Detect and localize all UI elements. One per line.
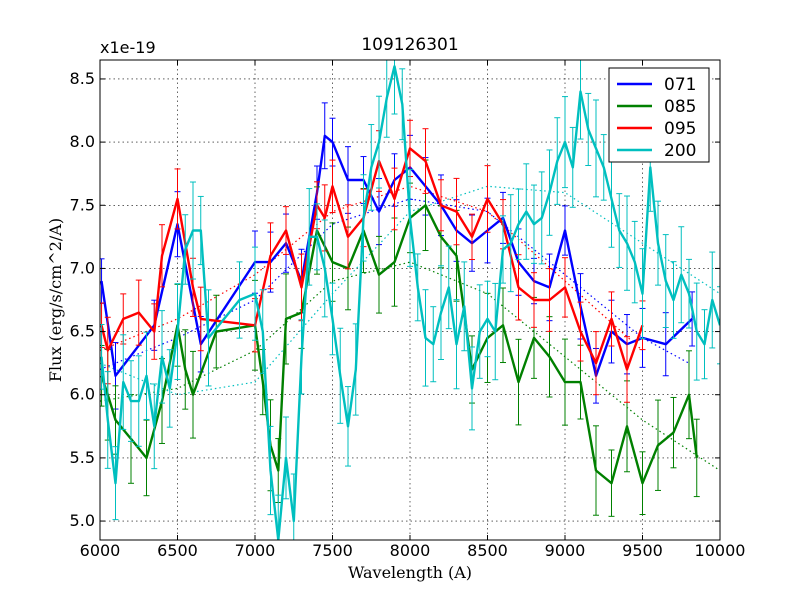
series-line-071 [100, 134, 693, 377]
legend-label-071: 071 [664, 75, 696, 95]
legend-label-200: 200 [664, 141, 696, 161]
legend-label-085: 085 [664, 97, 696, 117]
chart-title: 109126301 [361, 35, 458, 55]
x-tick-label: 7000 [235, 541, 276, 560]
x-tick-label: 7500 [312, 541, 353, 560]
x-tick-label: 9500 [622, 541, 663, 560]
model-curve [100, 185, 643, 352]
x-tick-label: 9000 [545, 541, 586, 560]
y-tick-label: 7.0 [70, 258, 95, 277]
series-line-200 [100, 65, 720, 540]
series-line-085 [100, 204, 698, 485]
y-tick-label: 8.0 [70, 132, 95, 151]
y-tick-label: 6.5 [70, 322, 95, 341]
y-tick-label: 6.0 [70, 385, 95, 404]
x-tick-label: 8500 [467, 541, 508, 560]
x-tick-label: 6000 [80, 541, 121, 560]
x-tick-label: 6500 [157, 541, 198, 560]
y-tick-label: 5.0 [70, 511, 95, 530]
series-200 [100, 60, 720, 540]
y-tick-label: 7.5 [70, 195, 95, 214]
data-series [100, 60, 720, 540]
model-curve [100, 261, 720, 472]
axis-ticks: 6000 6500 7000 7500 8000 8500 9000 9500 10000 5.0… [70, 60, 746, 560]
x-tick-label: 8000 [390, 541, 431, 560]
y-offset-label: x1e-19 [100, 38, 156, 57]
y-tick-label: 5.5 [70, 448, 95, 467]
x-tick-label: 10000 [695, 541, 746, 560]
y-tick-label: 8.5 [70, 69, 95, 88]
x-axis-label: Wavelength (A) [348, 563, 472, 582]
y-axis-label: Flux (erg/s/cm^2/A) [46, 218, 65, 382]
legend-label-095: 095 [664, 119, 696, 139]
